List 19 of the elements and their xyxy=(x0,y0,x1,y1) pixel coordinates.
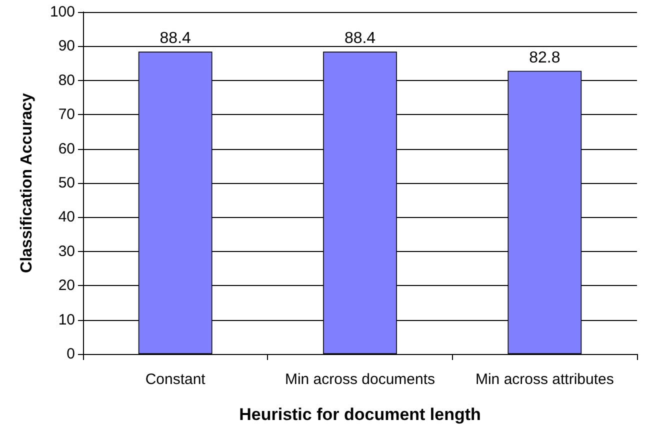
data-label: 82.8 xyxy=(529,49,560,66)
y-tick-label: 30 xyxy=(58,242,75,260)
x-tick-label: Min across documents xyxy=(284,371,436,388)
y-tick-label: 60 xyxy=(58,140,75,158)
y-tick-label: 70 xyxy=(58,106,75,124)
y-tick-label: 80 xyxy=(58,72,75,89)
y-tick-label: 20 xyxy=(58,277,75,294)
y-tick-label: 90 xyxy=(58,38,75,55)
y-tick-label: 0 xyxy=(66,346,75,362)
data-label: 88.4 xyxy=(344,30,376,48)
y-tick-label: 40 xyxy=(58,208,75,226)
x-tick-label: Min across attributes xyxy=(475,371,614,388)
y-tick-label: 10 xyxy=(58,311,75,328)
data-label: 88.4 xyxy=(160,30,192,48)
x-axis-title: Heuristic for document length xyxy=(239,405,481,424)
y-tick-label: 50 xyxy=(58,174,75,192)
x-tick-label: Constant xyxy=(145,371,206,388)
y-tick-label: 100 xyxy=(50,4,75,20)
y-axis-title: Classification Accuracy xyxy=(18,92,36,273)
